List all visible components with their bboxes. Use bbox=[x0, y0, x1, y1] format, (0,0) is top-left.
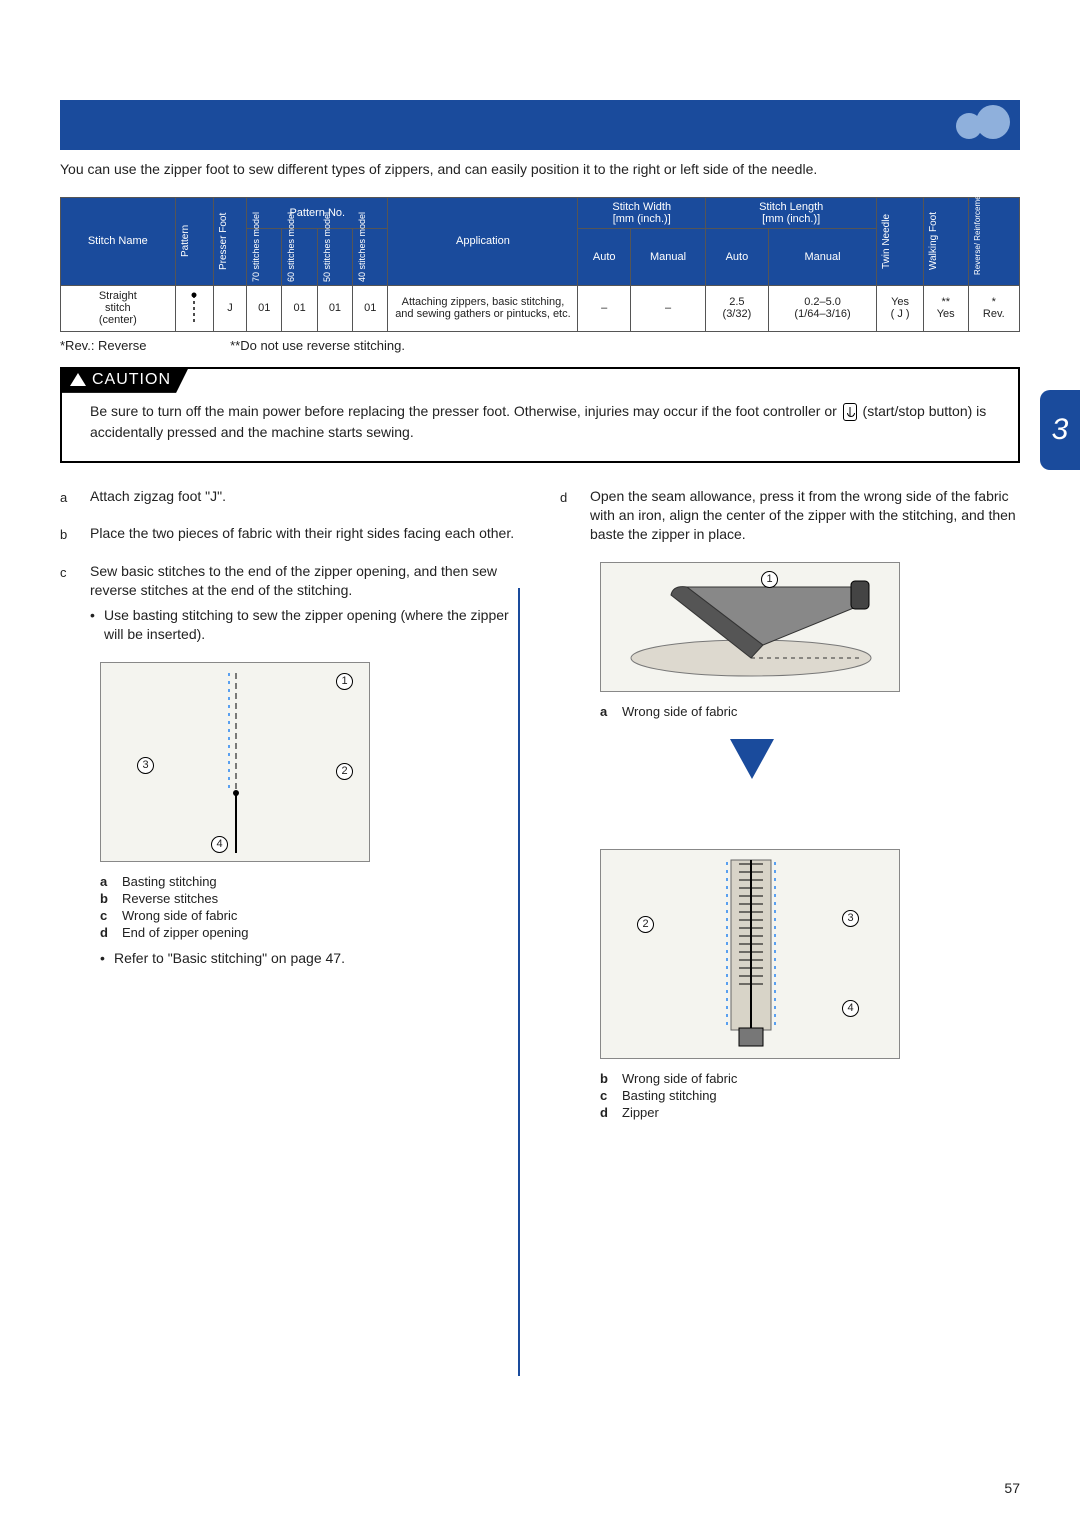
th-p50: 50 stitches model bbox=[317, 228, 352, 285]
leg3-c: Basting stitching bbox=[622, 1088, 717, 1103]
td-twin: Yes ( J ) bbox=[877, 285, 923, 331]
marker-d3-2: 2 bbox=[637, 916, 654, 933]
caution-label: CAUTION bbox=[92, 371, 171, 389]
th-sl-manual: Manual bbox=[768, 228, 877, 285]
column-divider bbox=[518, 588, 520, 1376]
caution-text: Be sure to turn off the main power befor… bbox=[90, 401, 990, 443]
td-p70: 01 bbox=[247, 285, 282, 331]
footnote-b: **Do not use reverse stitching. bbox=[230, 338, 405, 353]
th-walking-foot: Walking Foot bbox=[923, 197, 968, 285]
refer-text: Refer to "Basic stitching" on page 47. bbox=[100, 950, 520, 966]
decorative-bubbles bbox=[962, 105, 1010, 142]
step-d: d Open the seam allowance, press it from… bbox=[560, 487, 1020, 544]
td-p50: 01 bbox=[317, 285, 352, 331]
page-number: 57 bbox=[1004, 1480, 1020, 1496]
step-c: c Sew basic stitches to the end of the z… bbox=[60, 562, 520, 644]
leg1-d: End of zipper opening bbox=[122, 925, 248, 940]
table-row: Straight stitch (center) J 01 01 01 01 A… bbox=[61, 285, 1020, 331]
marker-1: 1 bbox=[336, 673, 353, 690]
th-stitch-name: Stitch Name bbox=[61, 197, 176, 285]
leg1-c: Wrong side of fabric bbox=[122, 908, 237, 923]
left-column: a Attach zigzag foot "J". b Place the tw… bbox=[60, 487, 520, 1122]
step-a-text: Attach zigzag foot "J". bbox=[90, 487, 226, 506]
td-walking: ** Yes bbox=[923, 285, 968, 331]
td-sl-auto: 2.5 (3/32) bbox=[706, 285, 769, 331]
th-p70: 70 stitches model bbox=[247, 228, 282, 285]
marker-4: 4 bbox=[211, 836, 228, 853]
marker-3: 3 bbox=[137, 757, 154, 774]
td-sw-auto: – bbox=[578, 285, 631, 331]
th-p60: 60 stitches model bbox=[282, 228, 317, 285]
diagram3-legend: bWrong side of fabric cBasting stitching… bbox=[600, 1071, 1020, 1120]
warning-icon bbox=[70, 373, 86, 386]
leg3-d: Zipper bbox=[622, 1105, 659, 1120]
start-stop-icon bbox=[843, 403, 857, 421]
marker-d2-1: 1 bbox=[761, 571, 778, 588]
leg1-b: Reverse stitches bbox=[122, 891, 218, 906]
marker-d3-4: 4 bbox=[842, 1000, 859, 1017]
th-stitch-length: Stitch Length [mm (inch.)] bbox=[706, 197, 877, 228]
caution-box: CAUTION Be sure to turn off the main pow… bbox=[60, 367, 1020, 463]
th-twin-needle: Twin Needle bbox=[877, 197, 923, 285]
marker-2: 2 bbox=[336, 763, 353, 780]
step-b: b Place the two pieces of fabric with th… bbox=[60, 524, 520, 544]
diagram1-legend: aBasting stitching bReverse stitches cWr… bbox=[100, 874, 520, 940]
td-p60: 01 bbox=[282, 285, 317, 331]
diagram2-legend: aWrong side of fabric bbox=[600, 704, 1020, 719]
marker-d3-3: 3 bbox=[842, 910, 859, 927]
th-stitch-width: Stitch Width [mm (inch.)] bbox=[578, 197, 706, 228]
th-sl-auto: Auto bbox=[706, 228, 769, 285]
td-sw-manual: – bbox=[631, 285, 706, 331]
intro-text: You can use the zipper foot to sew diffe… bbox=[60, 160, 1020, 179]
step-c-text: Sew basic stitches to the end of the zip… bbox=[90, 562, 520, 600]
td-sl-manual: 0.2–5.0 (1/64–3/16) bbox=[768, 285, 877, 331]
th-p40: 40 stitches model bbox=[353, 228, 388, 285]
diagram-1: 1 2 3 4 bbox=[100, 662, 370, 862]
th-reverse: Reverse/ Reinforcement Stitching bbox=[968, 197, 1019, 285]
leg3-b: Wrong side of fabric bbox=[622, 1071, 737, 1086]
step-c-sub: Use basting stitching to sew the zipper … bbox=[90, 606, 520, 644]
leg1-a: Basting stitching bbox=[122, 874, 217, 889]
th-pattern: Pattern bbox=[175, 197, 213, 285]
td-stitch-name: Straight stitch (center) bbox=[61, 285, 176, 331]
leg2-a: Wrong side of fabric bbox=[622, 704, 737, 719]
td-rev: * Rev. bbox=[968, 285, 1019, 331]
title-bar bbox=[60, 100, 1020, 150]
diagram-3: 2 3 4 bbox=[600, 849, 900, 1059]
th-sw-auto: Auto bbox=[578, 228, 631, 285]
arrow-down-icon bbox=[730, 739, 774, 779]
caution-tab: CAUTION bbox=[60, 367, 189, 393]
diagram-2: 1 bbox=[600, 562, 900, 692]
th-application: Application bbox=[388, 197, 578, 285]
step-a: a Attach zigzag foot "J". bbox=[60, 487, 520, 507]
chapter-number: 3 bbox=[1052, 413, 1069, 447]
th-sw-manual: Manual bbox=[631, 228, 706, 285]
step-d-text: Open the seam allowance, press it from t… bbox=[590, 487, 1020, 544]
footnote: *Rev.: Reverse **Do not use reverse stit… bbox=[60, 338, 1020, 353]
td-p40: 01 bbox=[353, 285, 388, 331]
td-presser-foot: J bbox=[213, 285, 246, 331]
th-presser-foot: Presser Foot bbox=[213, 197, 246, 285]
right-column: d Open the seam allowance, press it from… bbox=[560, 487, 1020, 1122]
td-pattern-icon bbox=[175, 285, 213, 331]
stitch-table: Stitch Name Pattern Presser Foot Pattern… bbox=[60, 197, 1020, 332]
chapter-tab: 3 bbox=[1040, 390, 1080, 470]
step-b-text: Place the two pieces of fabric with thei… bbox=[90, 524, 514, 543]
footnote-a: *Rev.: Reverse bbox=[60, 338, 146, 353]
td-application: Attaching zippers, basic stitching, and … bbox=[388, 285, 578, 331]
